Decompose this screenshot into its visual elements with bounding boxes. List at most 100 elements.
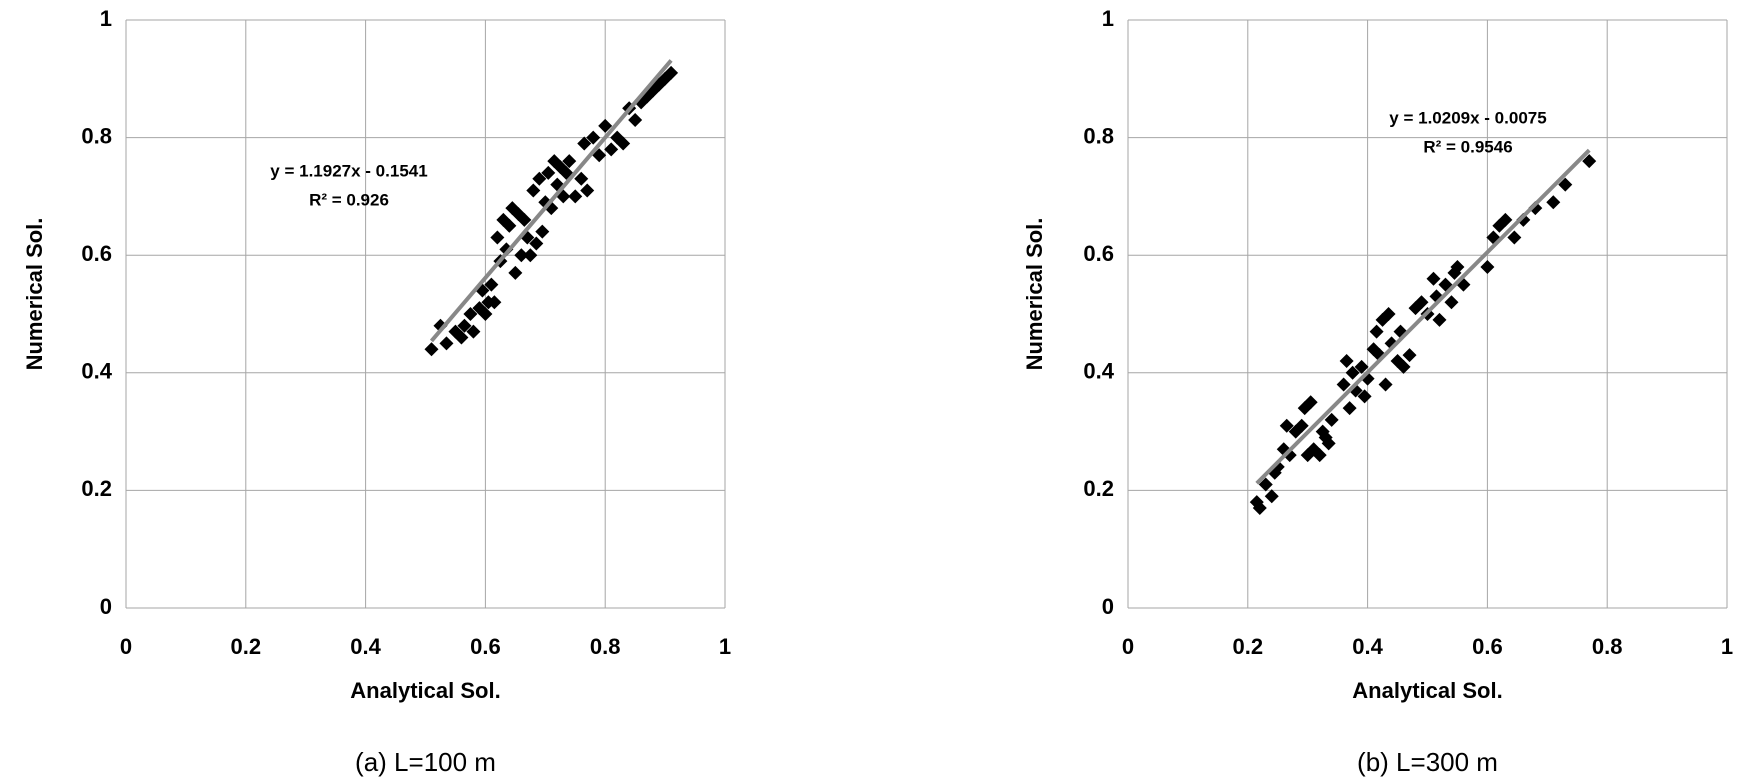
data-point (1264, 489, 1279, 504)
data-point (1414, 295, 1429, 310)
data-point (466, 324, 481, 339)
data-point (517, 212, 532, 227)
x-tick-label: 0.8 (590, 634, 621, 659)
x-tick-label: 0.4 (350, 634, 381, 659)
data-point (1498, 212, 1513, 227)
data-point (1528, 201, 1543, 216)
data-point (577, 136, 592, 151)
data-point (1558, 177, 1573, 192)
y-tick-label: 1 (100, 6, 112, 31)
data-point (1426, 271, 1441, 286)
x-tick-label: 0.2 (1233, 634, 1264, 659)
y-tick-label: 0.2 (1083, 476, 1114, 501)
data-point (1507, 230, 1522, 245)
x-tick-label: 0 (1122, 634, 1134, 659)
data-point (628, 112, 643, 127)
data-point (1582, 154, 1597, 169)
data-point (439, 336, 454, 351)
y-axis-label: Numerical Sol. (1022, 218, 1047, 371)
data-point (484, 277, 499, 292)
data-point (523, 248, 538, 263)
data-point (1252, 501, 1267, 516)
data-point (514, 248, 529, 263)
data-point (478, 307, 493, 321)
trendline-equation: y = 1.1927x - 0.1541 (270, 161, 427, 180)
data-point (586, 130, 601, 145)
data-point (1336, 377, 1351, 392)
caption: (a) L=100 m (355, 747, 496, 777)
x-tick-label: 0 (120, 634, 132, 659)
y-tick-label: 1 (1102, 6, 1114, 31)
y-tick-label: 0.8 (1083, 123, 1114, 148)
y-tick-label: 0 (100, 594, 112, 619)
trendline (429, 59, 673, 343)
data-point (1354, 359, 1369, 374)
data-point (562, 154, 577, 169)
data-point (1345, 365, 1360, 380)
data-point (1312, 448, 1327, 463)
data-point (1303, 395, 1318, 410)
data-point (1342, 401, 1357, 416)
data-point (529, 236, 544, 251)
data-point (1357, 389, 1372, 404)
data-point (508, 265, 523, 280)
data-point (502, 218, 517, 233)
data-point (1321, 436, 1336, 451)
data-point (1402, 348, 1417, 363)
data-point (1444, 295, 1459, 310)
x-axis-label: Analytical Sol. (1352, 678, 1502, 703)
data-point (487, 295, 502, 310)
data-point (457, 318, 472, 333)
data-point (454, 330, 469, 345)
data-point (1378, 377, 1393, 392)
x-tick-label: 1 (719, 634, 731, 659)
data-point (1381, 307, 1396, 321)
data-point (568, 189, 583, 204)
y-tick-label: 0.6 (81, 241, 112, 266)
data-point (526, 183, 541, 198)
data-point (1396, 359, 1411, 374)
trendline (1255, 148, 1591, 485)
r-squared: R² = 0.9546 (1423, 137, 1512, 156)
y-tick-label: 0.6 (1083, 241, 1114, 266)
data-point (490, 230, 505, 245)
x-tick-label: 0.8 (1592, 634, 1623, 659)
y-tick-label: 0.4 (1083, 359, 1114, 384)
data-point (1258, 477, 1273, 492)
data-point (1294, 418, 1309, 433)
x-tick-label: 0.2 (231, 634, 262, 659)
data-point (664, 65, 679, 80)
caption: (b) L=300 m (1357, 747, 1498, 777)
data-point (424, 342, 439, 357)
data-point (580, 183, 595, 198)
data-point (616, 136, 631, 151)
y-tick-label: 0.4 (81, 359, 112, 384)
data-point (1324, 412, 1339, 427)
x-tick-label: 0.6 (1472, 634, 1503, 659)
data-point (574, 171, 589, 186)
y-tick-label: 0 (1102, 594, 1114, 619)
x-tick-label: 1 (1721, 634, 1733, 659)
data-point (499, 242, 514, 257)
y-tick-label: 0.2 (81, 476, 112, 501)
data-point (463, 307, 478, 321)
data-point (1480, 259, 1495, 274)
data-point (1546, 195, 1561, 210)
x-tick-label: 0.4 (1352, 634, 1383, 659)
data-point (532, 171, 547, 186)
data-point (1432, 312, 1447, 327)
data-point (604, 142, 619, 157)
data-point (535, 224, 550, 239)
r-squared: R² = 0.926 (309, 190, 389, 209)
data-point (598, 118, 613, 133)
x-tick-label: 0.6 (470, 634, 501, 659)
data-point (1369, 324, 1384, 339)
data-point (1339, 354, 1354, 369)
y-axis-label: Numerical Sol. (22, 218, 47, 371)
trendline-equation: y = 1.0209x - 0.0075 (1389, 108, 1546, 127)
data-point (541, 165, 556, 180)
data-point (1279, 418, 1294, 433)
x-axis-label: Analytical Sol. (350, 678, 500, 703)
data-point (1450, 259, 1465, 274)
